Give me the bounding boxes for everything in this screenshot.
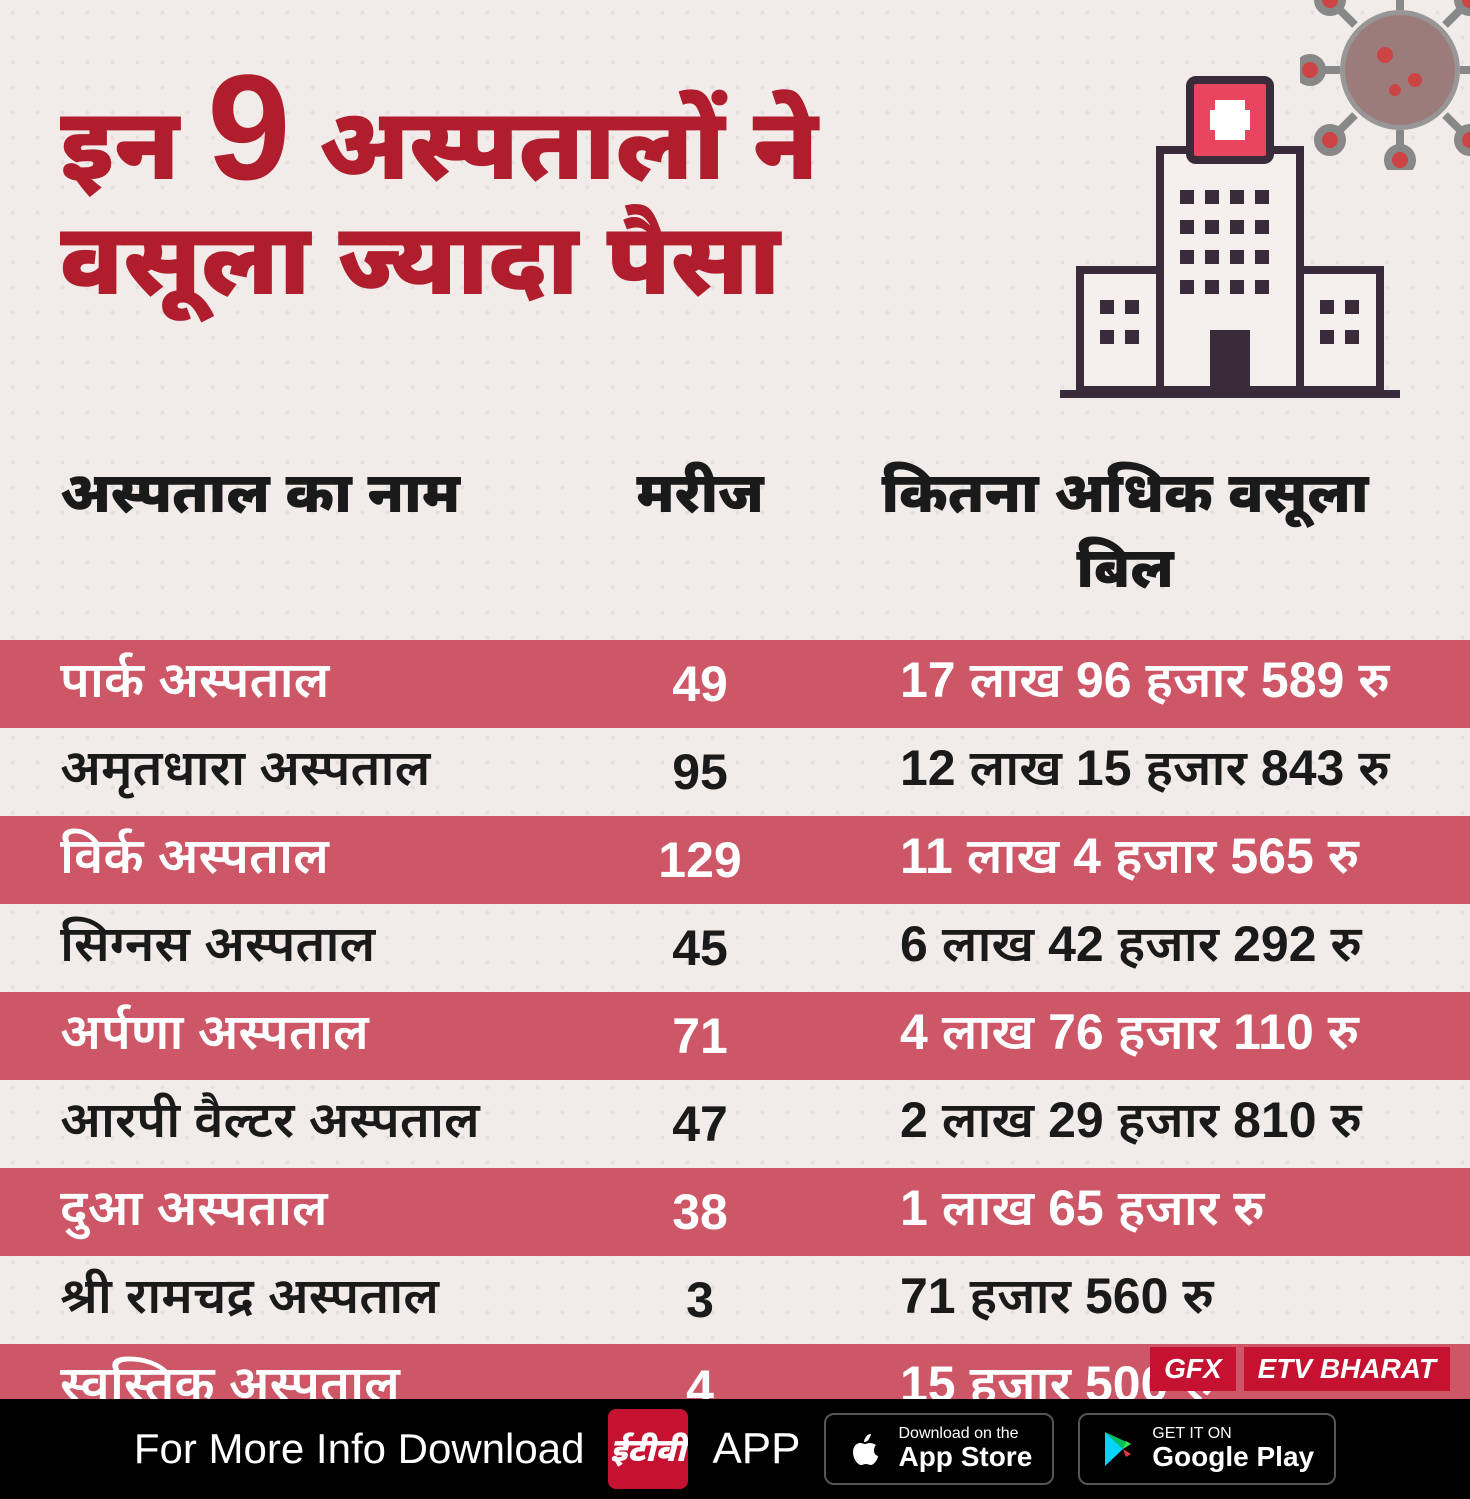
gfx-tag: GFX	[1150, 1347, 1236, 1391]
row-amount: 1 लाख 65 हजार रु	[840, 1179, 1410, 1246]
footer-text: For More Info Download	[134, 1425, 585, 1473]
etv-logo-icon: ईटीवी	[608, 1409, 688, 1489]
row-patients: 49	[560, 655, 840, 713]
row-patients: 71	[560, 1007, 840, 1065]
table-header: अस्पताल का नाम मरीज कितना अधिक वसूला बिल	[0, 440, 1470, 640]
row-amount: 71 हजार 560 रु	[840, 1267, 1410, 1334]
data-table: अस्पताल का नाम मरीज कितना अधिक वसूला बिल…	[0, 440, 1470, 1432]
table-row: सिग्नस अस्पताल456 लाख 42 हजार 292 रु	[0, 904, 1470, 992]
title-prefix: इन	[60, 89, 179, 201]
row-hospital-name: सिग्नस अस्पताल	[60, 915, 560, 982]
footer-bar: For More Info Download ईटीवी APP Downloa…	[0, 1399, 1470, 1499]
row-hospital-name: अमृतधारा अस्पताल	[60, 739, 560, 806]
table-row: आरपी वैल्टर अस्पताल472 लाख 29 हजार 810 र…	[0, 1080, 1470, 1168]
table-row: श्री रामचद्र अस्पताल371 हजार 560 रु	[0, 1256, 1470, 1344]
row-hospital-name: अर्पणा अस्पताल	[60, 1003, 560, 1070]
header-patients: मरीज	[560, 460, 840, 610]
table-row: अर्पणा अस्पताल714 लाख 76 हजार 110 रु	[0, 992, 1470, 1080]
row-patients: 38	[560, 1183, 840, 1241]
title-line2: वसूला ज्यादा पैसा	[60, 204, 780, 316]
hospital-icon	[1050, 70, 1410, 410]
row-hospital-name: आरपी वैल्टर अस्पताल	[60, 1091, 560, 1158]
header: इन 9 अस्पतालों ने वसूला ज्यादा पैसा	[0, 0, 1470, 440]
apple-icon	[846, 1429, 886, 1469]
play-big: Google Play	[1152, 1442, 1314, 1473]
appstore-small: Download on the	[898, 1425, 1032, 1443]
app-label: APP	[712, 1424, 800, 1474]
googleplay-badge[interactable]: GET IT ON Google Play	[1078, 1413, 1336, 1485]
row-hospital-name: श्री रामचद्र अस्पताल	[60, 1267, 560, 1334]
row-amount: 12 लाख 15 हजार 843 रु	[840, 739, 1410, 806]
header-amount: कितना अधिक वसूला बिल	[840, 460, 1410, 610]
table-row: विर्क अस्पताल12911 लाख 4 हजार 565 रु	[0, 816, 1470, 904]
play-small: GET IT ON	[1152, 1425, 1314, 1443]
table-row: दुआ अस्पताल381 लाख 65 हजार रु	[0, 1168, 1470, 1256]
svg-text:ईटीवी: ईटीवी	[611, 1432, 689, 1468]
row-patients: 129	[560, 831, 840, 889]
row-amount: 6 लाख 42 हजार 292 रु	[840, 915, 1410, 982]
row-hospital-name: पार्क अस्पताल	[60, 651, 560, 718]
table-row: पार्क अस्पताल4917 लाख 96 हजार 589 रु	[0, 640, 1470, 728]
row-amount: 4 लाख 76 हजार 110 रु	[840, 1003, 1410, 1070]
row-patients: 45	[560, 919, 840, 977]
header-name: अस्पताल का नाम	[60, 460, 560, 610]
page-title: इन 9 अस्पतालों ने वसूला ज्यादा पैसा	[60, 60, 1050, 318]
row-patients: 47	[560, 1095, 840, 1153]
googleplay-icon	[1100, 1429, 1140, 1469]
brand-tag: ETV BHARAT	[1244, 1347, 1450, 1391]
appstore-badge[interactable]: Download on the App Store	[824, 1413, 1054, 1485]
row-hospital-name: विर्क अस्पताल	[60, 827, 560, 894]
row-hospital-name: दुआ अस्पताल	[60, 1179, 560, 1246]
title-number: 9	[207, 43, 290, 211]
appstore-big: App Store	[898, 1442, 1032, 1473]
footer-tags: GFX ETV BHARAT	[1150, 1347, 1450, 1391]
row-amount: 11 लाख 4 हजार 565 रु	[840, 827, 1410, 894]
row-patients: 3	[560, 1271, 840, 1329]
table-row: अमृतधारा अस्पताल9512 लाख 15 हजार 843 रु	[0, 728, 1470, 816]
row-patients: 95	[560, 743, 840, 801]
title-suffix: अस्पतालों ने	[318, 89, 818, 201]
row-amount: 17 लाख 96 हजार 589 रु	[840, 651, 1410, 718]
row-amount: 2 लाख 29 हजार 810 रु	[840, 1091, 1410, 1158]
